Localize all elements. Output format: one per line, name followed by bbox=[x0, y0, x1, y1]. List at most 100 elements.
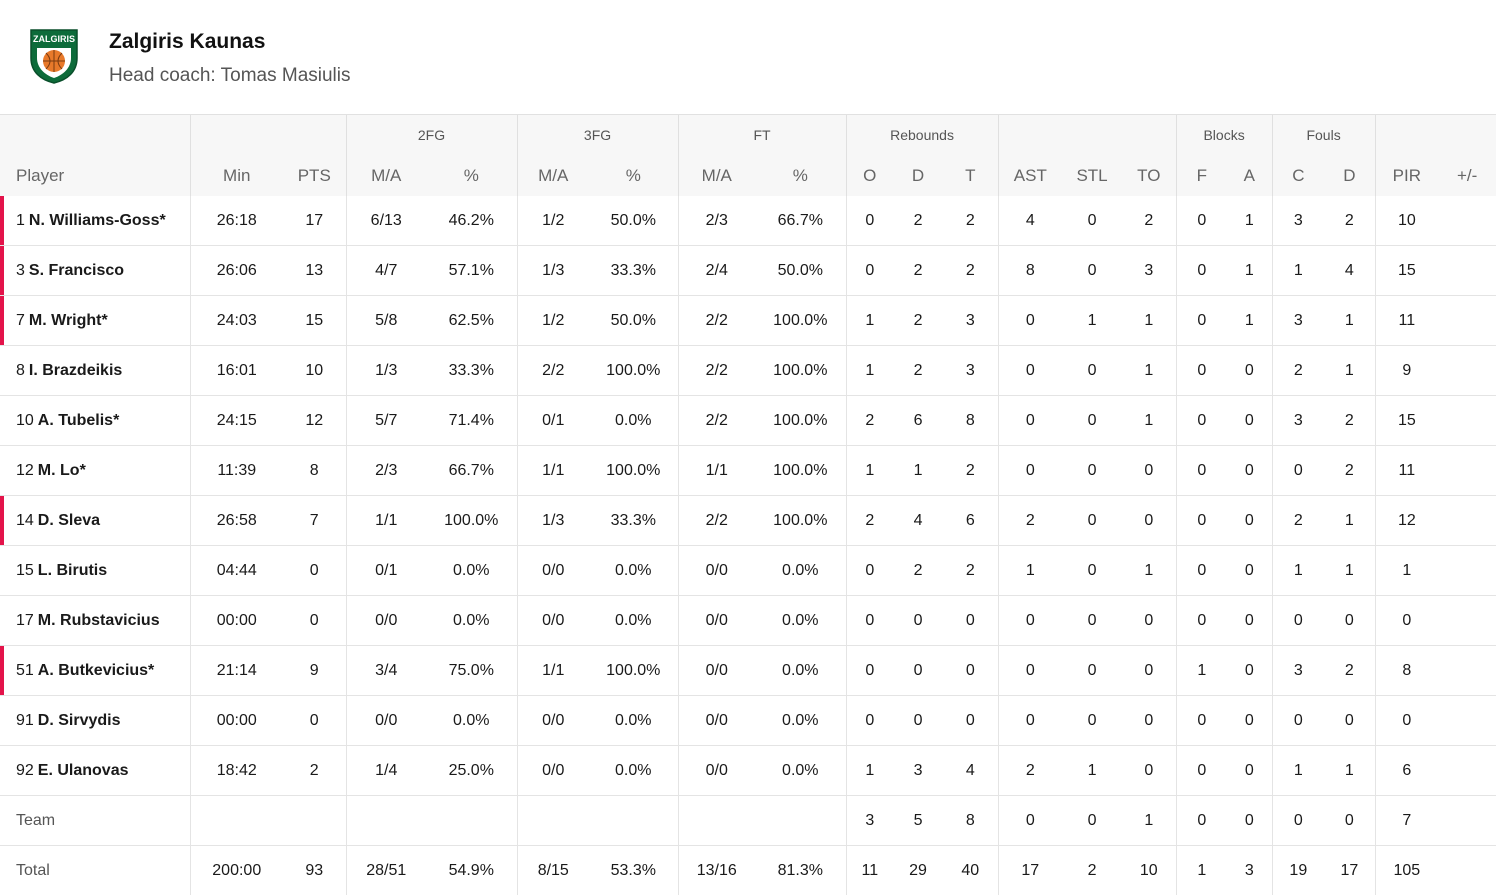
cell-foul-d: 4 bbox=[1324, 246, 1375, 296]
cell-min: 21:14 bbox=[190, 646, 283, 696]
cell-ast: 0 bbox=[998, 796, 1062, 846]
cell-foul-d: 17 bbox=[1324, 846, 1375, 895]
col-foul-d[interactable]: D bbox=[1324, 155, 1375, 196]
cell-to: 0 bbox=[1122, 596, 1176, 646]
col-reb-t[interactable]: T bbox=[943, 155, 998, 196]
cell-reb-t: 3 bbox=[943, 346, 998, 396]
cell-fg3-pct: 53.3% bbox=[589, 846, 678, 895]
player-name-link[interactable]: D. Sirvydis bbox=[38, 712, 121, 729]
cell-min: 00:00 bbox=[190, 696, 283, 746]
player-name-link[interactable]: D. Sleva bbox=[38, 512, 100, 529]
total-row-label: Total bbox=[0, 846, 190, 895]
cell-ft-ma: 2/2 bbox=[678, 496, 755, 546]
cell-pir: 10 bbox=[1375, 196, 1438, 246]
cell-blk-f: 0 bbox=[1176, 796, 1227, 846]
player-number: 3 bbox=[16, 262, 25, 279]
cell-fg3-ma: 1/2 bbox=[517, 196, 589, 246]
player-number: 10 bbox=[16, 412, 34, 429]
cell-stl: 0 bbox=[1062, 596, 1122, 646]
col-3fg-pct[interactable]: % bbox=[589, 155, 678, 196]
col-2fg-ma[interactable]: M/A bbox=[346, 155, 426, 196]
col-3fg-ma[interactable]: M/A bbox=[517, 155, 589, 196]
col-blk-f[interactable]: F bbox=[1176, 155, 1227, 196]
cell-fg2-ma: 28/51 bbox=[346, 846, 426, 895]
col-min[interactable]: Min bbox=[190, 155, 283, 196]
player-name-link[interactable]: A. Butkevicius* bbox=[38, 662, 154, 679]
cell-fg2-pct: 54.9% bbox=[426, 846, 517, 895]
col-foul-c[interactable]: C bbox=[1272, 155, 1324, 196]
cell-blk-a: 0 bbox=[1227, 746, 1272, 796]
cell-pm bbox=[1438, 796, 1496, 846]
player-number: 8 bbox=[16, 362, 25, 379]
cell-fg3-ma: 1/1 bbox=[517, 646, 589, 696]
cell-pir: 11 bbox=[1375, 296, 1438, 346]
cell-foul-c: 3 bbox=[1272, 196, 1324, 246]
cell-fg2-ma: 0/0 bbox=[346, 596, 426, 646]
col-ast[interactable]: AST bbox=[998, 155, 1062, 196]
cell-blk-a: 0 bbox=[1227, 346, 1272, 396]
col-stl[interactable]: STL bbox=[1062, 155, 1122, 196]
cell-fg3-pct: 100.0% bbox=[589, 646, 678, 696]
cell-reb-t: 6 bbox=[943, 496, 998, 546]
cell-reb-t: 40 bbox=[943, 846, 998, 895]
cell-stl: 0 bbox=[1062, 196, 1122, 246]
cell-fg2-ma bbox=[346, 796, 426, 846]
col-2fg-pct[interactable]: % bbox=[426, 155, 517, 196]
cell-blk-f: 0 bbox=[1176, 346, 1227, 396]
cell-foul-c: 3 bbox=[1272, 646, 1324, 696]
col-pir[interactable]: PIR bbox=[1375, 155, 1438, 196]
col-ft-pct[interactable]: % bbox=[755, 155, 846, 196]
col-to[interactable]: TO bbox=[1122, 155, 1176, 196]
cell-ft-pct: 100.0% bbox=[755, 346, 846, 396]
cell-ft-ma: 2/3 bbox=[678, 196, 755, 246]
cell-fg2-pct: 75.0% bbox=[426, 646, 517, 696]
cell-fg2-pct: 71.4% bbox=[426, 396, 517, 446]
player-name-link[interactable]: M. Rubstavicius bbox=[38, 612, 160, 629]
col-reb-o[interactable]: O bbox=[846, 155, 893, 196]
col-reb-d[interactable]: D bbox=[893, 155, 943, 196]
player-name-link[interactable]: S. Francisco bbox=[29, 262, 124, 279]
cell-foul-c: 0 bbox=[1272, 596, 1324, 646]
cell-to: 0 bbox=[1122, 696, 1176, 746]
cell-to: 0 bbox=[1122, 496, 1176, 546]
cell-fg3-pct: 100.0% bbox=[589, 346, 678, 396]
col-ft-ma[interactable]: M/A bbox=[678, 155, 755, 196]
player-name-link[interactable]: A. Tubelis* bbox=[38, 412, 120, 429]
player-name-link[interactable]: E. Ulanovas bbox=[38, 762, 129, 779]
cell-reb-t: 8 bbox=[943, 396, 998, 446]
cell-fg2-ma: 4/7 bbox=[346, 246, 426, 296]
cell-min: 04:44 bbox=[190, 546, 283, 596]
col-pts[interactable]: PTS bbox=[283, 155, 346, 196]
player-number: 12 bbox=[16, 462, 34, 479]
cell-stl: 0 bbox=[1062, 396, 1122, 446]
player-number: 92 bbox=[16, 762, 34, 779]
player-name-link[interactable]: N. Williams-Goss* bbox=[29, 212, 166, 229]
cell-fg3-ma: 0/0 bbox=[517, 546, 589, 596]
coach-label: Head coach: bbox=[109, 65, 216, 86]
cell-fg2-ma: 6/13 bbox=[346, 196, 426, 246]
cell-pts: 13 bbox=[283, 246, 346, 296]
col-player[interactable]: Player bbox=[0, 155, 190, 196]
cell-reb-d: 0 bbox=[893, 646, 943, 696]
player-name-link[interactable]: I. Brazdeikis bbox=[29, 362, 122, 379]
cell-foul-d: 1 bbox=[1324, 296, 1375, 346]
cell-foul-c: 19 bbox=[1272, 846, 1324, 895]
cell-fg2-pct: 46.2% bbox=[426, 196, 517, 246]
cell-pir: 15 bbox=[1375, 246, 1438, 296]
cell-foul-d: 0 bbox=[1324, 696, 1375, 746]
cell-ft-ma: 13/16 bbox=[678, 846, 755, 895]
cell-fg3-ma: 0/1 bbox=[517, 396, 589, 446]
cell-ast: 0 bbox=[998, 596, 1062, 646]
player-name-link[interactable]: M. Wright* bbox=[29, 312, 108, 329]
col-blk-a[interactable]: A bbox=[1227, 155, 1272, 196]
player-name-link[interactable]: L. Birutis bbox=[38, 562, 107, 579]
cell-reb-d: 0 bbox=[893, 596, 943, 646]
player-name-link[interactable]: M. Lo* bbox=[38, 462, 86, 479]
cell-blk-a: 0 bbox=[1227, 696, 1272, 746]
col-plus-minus[interactable]: +/- bbox=[1438, 155, 1496, 196]
cell-ft-pct bbox=[755, 796, 846, 846]
